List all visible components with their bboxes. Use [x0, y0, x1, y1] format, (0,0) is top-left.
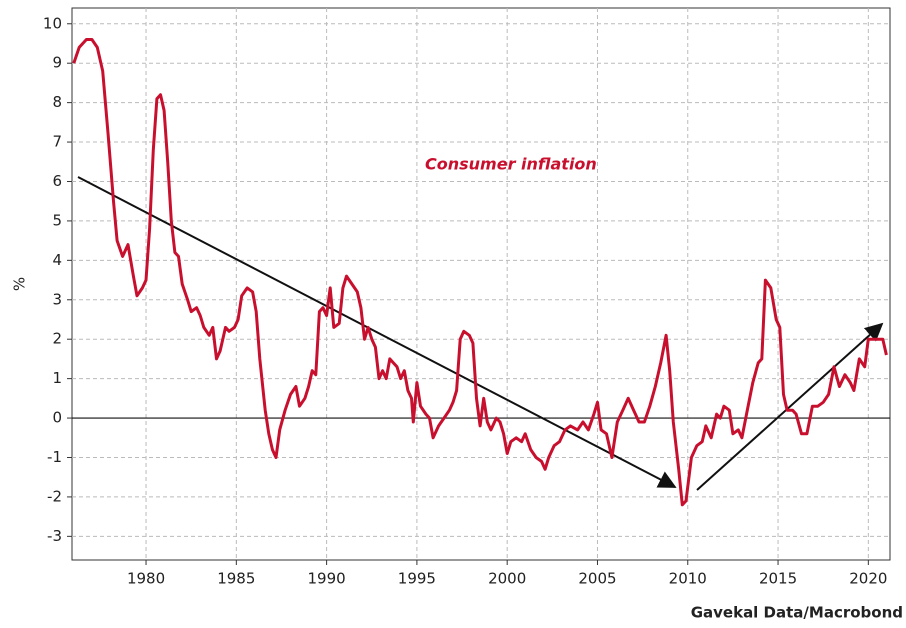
y-tick-label: 9: [52, 54, 62, 72]
y-tick-label: 0: [52, 409, 62, 427]
source: Gavekal Data/Macrobond: [691, 604, 903, 622]
y-tick-label: 4: [52, 251, 62, 269]
data-line: [72, 38, 888, 507]
x-tick-label: 2020: [849, 570, 887, 588]
x-tick-label: 2010: [669, 570, 707, 588]
y-tick-label: -1: [47, 448, 62, 466]
y-tick-label: 7: [52, 133, 62, 151]
trend-arrow: [696, 322, 884, 491]
plot-frame: [71, 7, 891, 561]
y-tick-label: 6: [52, 172, 62, 190]
y-tick-label: 1: [52, 369, 62, 387]
y-tick-label: 2: [52, 330, 62, 348]
y-axis-label: %: [11, 277, 29, 291]
x-tick-label: 2000: [488, 570, 526, 588]
x-tick-label: 1985: [217, 570, 255, 588]
y-tick-label: -2: [47, 487, 62, 505]
x-tick-label: 1980: [127, 570, 165, 588]
y-tick-label: 10: [43, 14, 62, 32]
x-tick-label: 2015: [759, 570, 797, 588]
annotation: Consumer inflation: [425, 155, 597, 174]
y-tick-label: 5: [52, 211, 62, 229]
x-tick-label: 1990: [308, 570, 346, 588]
x-tick-label: 2005: [578, 570, 616, 588]
y-tick-label: -3: [47, 527, 62, 545]
x-tick-label: 1995: [398, 570, 436, 588]
y-tick-label: 8: [52, 93, 62, 111]
y-tick-label: 3: [52, 290, 62, 308]
trend-arrow: [77, 176, 677, 488]
